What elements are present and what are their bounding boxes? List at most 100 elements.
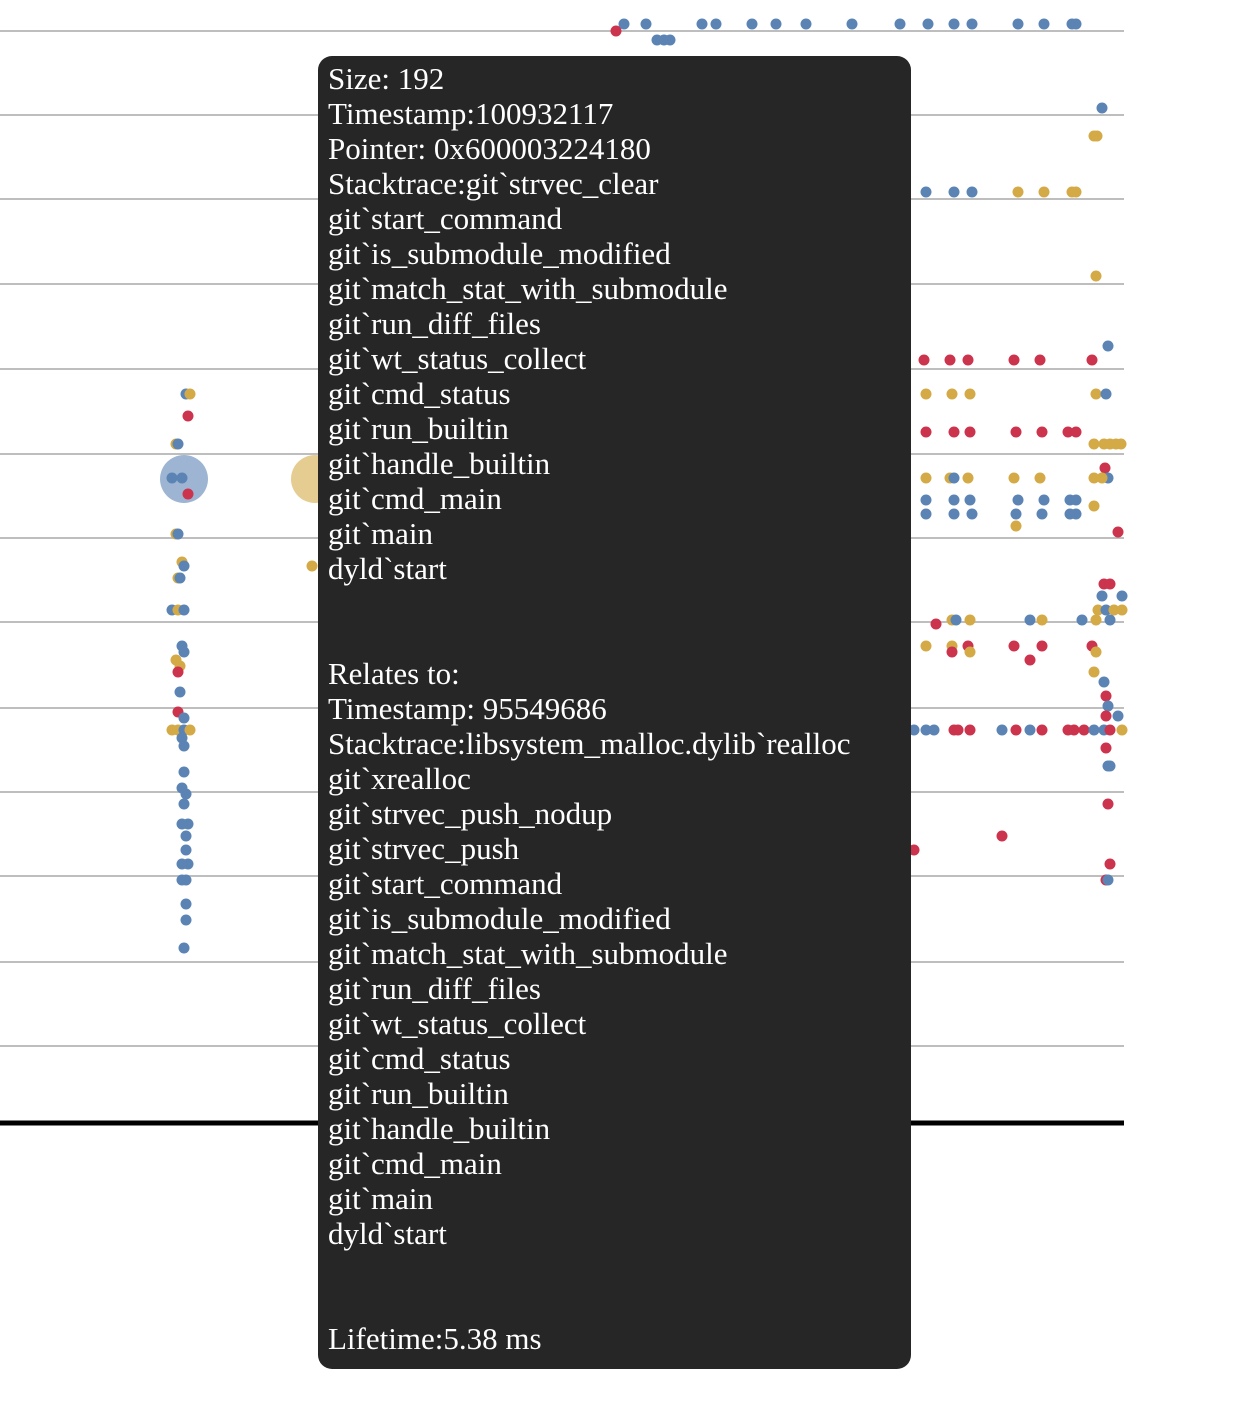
allocation-point	[174, 686, 186, 698]
allocation-point	[1102, 700, 1114, 712]
stack-frame: git`wt_status_collect	[328, 341, 587, 376]
allocation-point	[174, 572, 186, 584]
allocation-point	[710, 18, 722, 30]
allocation-point	[1100, 388, 1112, 400]
allocation-point	[178, 712, 190, 724]
tooltip-size: Size: 192	[328, 61, 445, 96]
stack-frame: git`start_command	[328, 201, 563, 236]
allocation-point	[1070, 494, 1082, 506]
tooltip-lifetime: Lifetime:5.38 ms	[328, 1321, 542, 1356]
allocation-point	[920, 388, 932, 400]
allocation-point	[946, 646, 958, 658]
allocation-point	[1036, 640, 1048, 652]
allocation-point	[1108, 604, 1120, 616]
allocation-point	[180, 830, 192, 842]
allocation-point	[952, 724, 964, 736]
allocation-point	[996, 724, 1008, 736]
allocation-point	[1010, 508, 1022, 520]
allocation-point	[178, 798, 190, 810]
allocation-point	[178, 604, 190, 616]
allocation-point	[1012, 494, 1024, 506]
relates-stack-frame: git`xrealloc	[328, 761, 471, 796]
allocation-point	[894, 18, 906, 30]
allocation-point	[1076, 614, 1088, 626]
tooltip-pointer: Pointer: 0x600003224180	[328, 131, 651, 166]
allocation-point	[1112, 710, 1124, 722]
allocation-point	[1104, 614, 1116, 626]
allocation-point	[306, 560, 318, 572]
relates-stack-frame: git`cmd_status	[328, 1041, 511, 1076]
allocation-point	[1070, 18, 1082, 30]
allocation-point	[1038, 186, 1050, 198]
allocation-point	[964, 724, 976, 736]
allocation-point	[1100, 742, 1112, 754]
allocation-point	[1086, 354, 1098, 366]
allocation-point	[1100, 690, 1112, 702]
allocation-point	[1008, 472, 1020, 484]
allocation-point	[962, 354, 974, 366]
allocation-point	[918, 354, 930, 366]
allocation-point	[1096, 472, 1108, 484]
allocation-point	[1090, 270, 1102, 282]
allocation-point	[964, 614, 976, 626]
allocation-point	[1104, 724, 1116, 736]
relates-stack-frame: git`wt_status_collect	[328, 1006, 587, 1041]
allocation-point	[1116, 604, 1128, 616]
allocation-point	[920, 472, 932, 484]
allocation-point	[1024, 724, 1036, 736]
stack-frame: Stacktrace:git`strvec_clear	[328, 166, 659, 201]
tooltip-relates-heading: Relates to:	[328, 656, 460, 691]
allocation-point	[1096, 590, 1108, 602]
relates-stack-frame: git`run_diff_files	[328, 971, 541, 1006]
allocation-point	[1090, 646, 1102, 658]
allocation-point	[1092, 604, 1104, 616]
allocation-point	[1008, 640, 1020, 652]
allocation-point	[178, 942, 190, 954]
allocation-point	[966, 18, 978, 30]
stack-frame: git`handle_builtin	[328, 446, 551, 481]
allocation-point	[1088, 724, 1100, 736]
allocation-point	[908, 844, 920, 856]
tooltip-relates-stacktrace: Stacktrace:libsystem_malloc.dylib`reallo…	[328, 726, 901, 1251]
allocation-point	[1088, 666, 1100, 678]
allocation-point	[1068, 724, 1080, 736]
allocation-point	[1102, 874, 1114, 886]
allocation-point	[1088, 438, 1100, 450]
allocation-point	[1038, 494, 1050, 506]
allocation-point	[1100, 710, 1112, 722]
allocation-point	[966, 508, 978, 520]
allocation-point	[962, 472, 974, 484]
allocation-point	[964, 494, 976, 506]
allocation-point	[184, 388, 196, 400]
allocation-point	[1036, 426, 1048, 438]
allocation-point	[182, 488, 194, 500]
allocation-point	[180, 898, 192, 910]
allocation-point	[846, 18, 858, 30]
allocation-point	[964, 646, 976, 658]
allocation-point	[1091, 130, 1103, 142]
allocation-point	[618, 18, 630, 30]
allocation-point	[1090, 614, 1102, 626]
allocation-point	[920, 186, 932, 198]
relates-stack-frame: git`start_command	[328, 866, 563, 901]
tooltip-relates-timestamp: Timestamp: 95549686	[328, 691, 607, 726]
allocation-point	[180, 844, 192, 856]
allocation-point	[1090, 388, 1102, 400]
allocation-point	[966, 186, 978, 198]
allocation-point	[1088, 472, 1100, 484]
allocation-point	[800, 18, 812, 30]
allocation-point	[182, 818, 194, 830]
allocation-point	[172, 438, 184, 450]
allocation-point	[1012, 18, 1024, 30]
allocation-point	[1024, 654, 1036, 666]
allocation-point	[166, 472, 178, 484]
allocation-point	[908, 724, 920, 736]
allocation-point	[1036, 724, 1048, 736]
allocation-point	[1116, 590, 1128, 602]
relates-stack-frame: git`is_submodule_modified	[328, 901, 671, 936]
allocation-point	[920, 508, 932, 520]
allocation-point	[948, 508, 960, 520]
relates-stack-frame: git`strvec_push	[328, 831, 520, 866]
allocation-point	[696, 18, 708, 30]
allocation-point	[948, 472, 960, 484]
